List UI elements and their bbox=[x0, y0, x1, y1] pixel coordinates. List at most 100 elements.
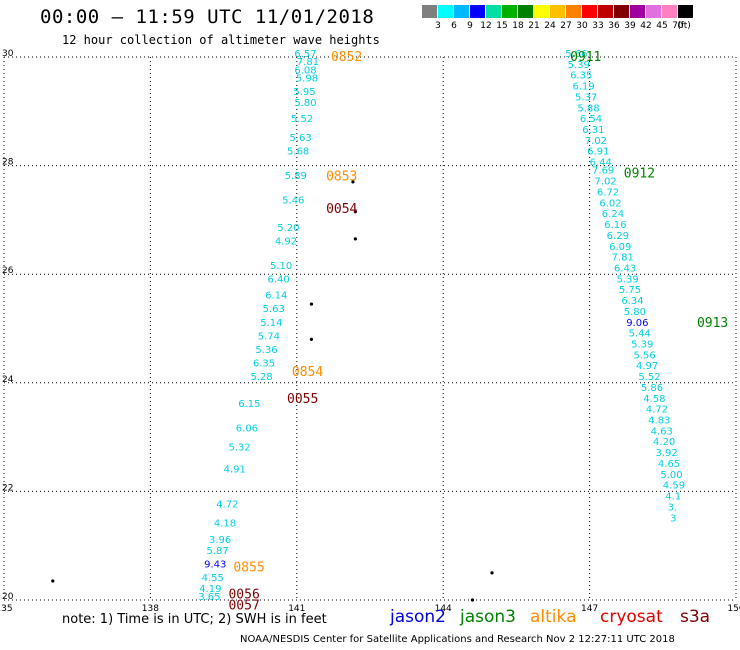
colorbar-swatch bbox=[582, 5, 598, 18]
swh-value-right-track: 6.02 bbox=[599, 198, 621, 209]
swh-value-right-track: 7.69 bbox=[592, 166, 614, 177]
swh-value-left-track: 5.80 bbox=[294, 98, 316, 109]
swh-value-left-track: 5.10 bbox=[270, 261, 292, 272]
swh-value-left-track: 5.89 bbox=[285, 171, 307, 182]
colorbar-swatch bbox=[566, 5, 582, 18]
swh-value-right-track: 5.37 bbox=[575, 92, 597, 103]
swh-value-left-track: 6.06 bbox=[236, 424, 258, 435]
colorbar-swatch bbox=[470, 5, 486, 18]
chart-subtitle: 12 hour collection of altimeter wave hei… bbox=[62, 33, 380, 47]
colorbar-label: 45 bbox=[656, 21, 668, 31]
colorbar-swatch bbox=[678, 5, 694, 18]
colorbar-label: 6 bbox=[451, 21, 457, 31]
colorbar-label: 18 bbox=[512, 21, 524, 31]
colorbar-swatch bbox=[438, 5, 454, 18]
credit-line: NOAA/NESDIS Center for Satellite Applica… bbox=[240, 634, 675, 645]
land-point bbox=[351, 180, 355, 184]
y-tick-label: 20 bbox=[2, 592, 14, 602]
colorbar-label: (ft) bbox=[677, 21, 691, 31]
legend-item-jason3: jason3 bbox=[460, 607, 516, 627]
legend-item-jason2: jason2 bbox=[390, 607, 446, 627]
x-tick-label: 138 bbox=[142, 604, 159, 612]
y-tick-label: 26 bbox=[2, 266, 14, 276]
swh-value-right-track: 4.59 bbox=[663, 481, 685, 492]
land-point bbox=[470, 598, 475, 602]
colorbar-label: 36 bbox=[608, 21, 620, 31]
pass-time-label: 0057 bbox=[228, 598, 259, 612]
swh-value-left-track: 6.15 bbox=[238, 399, 260, 410]
swh-value-left-track: 4.91 bbox=[224, 464, 246, 475]
y-tick-label: 30 bbox=[2, 49, 14, 59]
swh-value-left-track: 5.63 bbox=[289, 133, 311, 144]
swh-value-left-track: 5.63 bbox=[263, 304, 285, 315]
y-tick-label: 24 bbox=[2, 375, 14, 385]
legend-item-altika: altika bbox=[530, 607, 577, 627]
swh-value-right-track: 6.91 bbox=[587, 147, 609, 158]
swh-value-right-track: 3. bbox=[668, 502, 678, 513]
swh-value-left-track: 6.14 bbox=[265, 291, 287, 302]
page-title: 00:00 – 11:59 UTC 11/01/2018 bbox=[40, 6, 375, 28]
x-tick-label: 147 bbox=[581, 604, 598, 612]
swh-value-left-track: 5.68 bbox=[287, 147, 309, 158]
swh-value-right-track: 5.86 bbox=[641, 383, 663, 394]
swh-value-right-track: 4.58 bbox=[643, 394, 665, 405]
swh-value-left-track: 5.87 bbox=[207, 546, 229, 557]
colorbar-swatch bbox=[646, 5, 662, 18]
land-point bbox=[309, 337, 314, 341]
swh-value-right-track: 6.16 bbox=[604, 220, 626, 231]
colorbar-label: 15 bbox=[496, 21, 508, 31]
legend-item-s3a: s3a bbox=[680, 607, 711, 627]
swh-value-right-track: 4.83 bbox=[648, 416, 670, 427]
swh-value-right-track: 5.56 bbox=[634, 350, 656, 361]
swh-value-right-track: 6.54 bbox=[580, 114, 602, 125]
swh-value-left-track: 4.19 bbox=[199, 584, 221, 595]
colorbar-label: 3 bbox=[435, 21, 441, 31]
swh-value-right-track: 6.72 bbox=[597, 187, 619, 198]
pass-time-label: 0855 bbox=[233, 560, 264, 575]
colorbar-label: 42 bbox=[640, 21, 652, 31]
swh-value-left-track: 6.40 bbox=[268, 274, 290, 285]
swh-value-right-track: 4.97 bbox=[636, 361, 658, 372]
colorbar-label: 9 bbox=[467, 21, 473, 31]
altimeter-chart: 1351381411441471502022242628305.665.396.… bbox=[0, 49, 740, 612]
swh-value-left-track: 5.14 bbox=[260, 318, 282, 329]
colorbar-label: 33 bbox=[592, 21, 604, 31]
y-tick-label: 22 bbox=[2, 483, 13, 493]
swh-value-right-track: 4.1 bbox=[665, 492, 681, 503]
swh-value-right-track: 5.39 bbox=[631, 340, 653, 351]
swh-value-left-track: 5.36 bbox=[255, 345, 277, 356]
colorbar-label: 39 bbox=[624, 21, 636, 31]
x-tick-label: 150 bbox=[727, 604, 740, 612]
swh-value-left-track: 5.95 bbox=[293, 87, 315, 98]
swh-value-left-track: 4.72 bbox=[216, 500, 238, 511]
pass-time-label: 0854 bbox=[292, 365, 323, 380]
swh-value-left-track: 4.55 bbox=[202, 573, 224, 584]
x-tick-label: 144 bbox=[435, 604, 452, 612]
swh-value-right-track: 6.09 bbox=[609, 242, 631, 253]
colorbar-swatch bbox=[534, 5, 550, 18]
swh-value-right-track: 6.43 bbox=[614, 263, 636, 274]
colorbar-swatch bbox=[518, 5, 534, 18]
colorbar-swatch bbox=[550, 5, 566, 18]
swh-value-left-track: 5.32 bbox=[228, 443, 250, 454]
colorbar-swatch bbox=[454, 5, 470, 18]
swh-value-left-track: 5.98 bbox=[296, 73, 318, 84]
colorbar-swatch bbox=[486, 5, 502, 18]
colorbar-swatch bbox=[502, 5, 518, 18]
x-tick-label: 135 bbox=[0, 604, 13, 612]
pass-time-label: 0054 bbox=[326, 202, 357, 217]
pass-time-label: 0912 bbox=[624, 167, 655, 182]
x-tick-label: 141 bbox=[288, 604, 305, 612]
swh-value-right-track: 6.29 bbox=[607, 231, 629, 242]
colorbar-label: 21 bbox=[528, 21, 540, 31]
land-point bbox=[353, 210, 357, 214]
colorbar-label: 30 bbox=[576, 21, 588, 31]
swh-value-right-track: 5.75 bbox=[619, 285, 641, 296]
swh-value-left-track: 7.81 bbox=[297, 57, 319, 68]
swh-value-left-track: 3.96 bbox=[209, 535, 231, 546]
swh-value-left-track: 5.20 bbox=[277, 223, 299, 234]
swh-value-right-track: 6.24 bbox=[602, 209, 624, 220]
colorbar-label: 12 bbox=[480, 21, 492, 31]
swh-value-left-track: 6.57 bbox=[294, 49, 316, 60]
colorbar-swatch bbox=[630, 5, 646, 18]
